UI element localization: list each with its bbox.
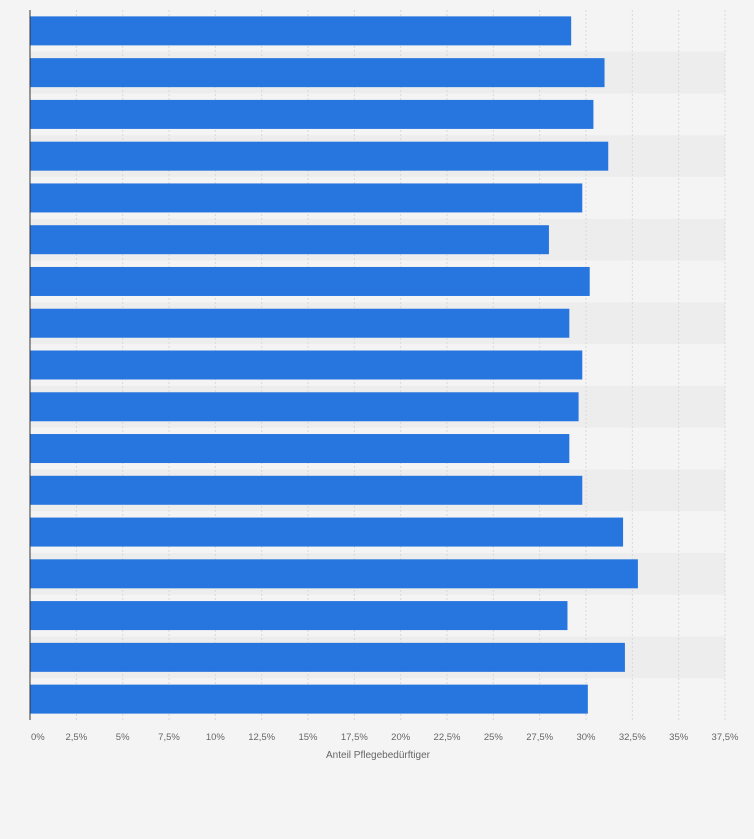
bar: [30, 517, 624, 547]
bar: [30, 642, 625, 672]
bar: [30, 434, 570, 464]
x-tick-label: 15%: [298, 732, 318, 743]
x-tick-label: 2,5%: [66, 732, 88, 743]
x-tick-label: 37,5%: [712, 732, 739, 743]
x-tick-label: 20%: [391, 732, 411, 743]
x-tick-label: 12,5%: [248, 732, 275, 743]
x-tick-label: 22,5%: [434, 732, 461, 743]
bar: [30, 58, 605, 88]
x-tick-label: 0%: [31, 732, 45, 743]
bar: [30, 225, 549, 255]
bar: [30, 475, 583, 505]
bar: [30, 559, 638, 589]
x-tick-label: 10%: [206, 732, 226, 743]
bar: [30, 350, 583, 380]
x-tick-label: 5%: [116, 732, 130, 743]
x-tick-label: 27,5%: [526, 732, 553, 743]
bar: [30, 16, 572, 46]
x-tick-label: 7,5%: [158, 732, 180, 743]
bar: [30, 99, 594, 129]
bar: [30, 308, 570, 338]
x-axis-title: Anteil Pflegebedürftiger: [326, 750, 431, 761]
x-tick-label: 30%: [576, 732, 596, 743]
x-tick-label: 32,5%: [619, 732, 646, 743]
bar: [30, 601, 568, 631]
x-tick-labels: 0% 2,5% 5% 7,5% 10% 12,5% 15% 17,5% 20% 22,5% 25% 2…: [31, 732, 739, 743]
bar: [30, 183, 583, 213]
bar: [30, 392, 579, 422]
bar: [30, 266, 590, 296]
x-tick-label: 35%: [669, 732, 689, 743]
x-tick-label: 25%: [484, 732, 504, 743]
bars: [30, 16, 638, 714]
bar: [30, 684, 588, 714]
x-tick-label: 17,5%: [341, 732, 368, 743]
bar: [30, 141, 609, 171]
